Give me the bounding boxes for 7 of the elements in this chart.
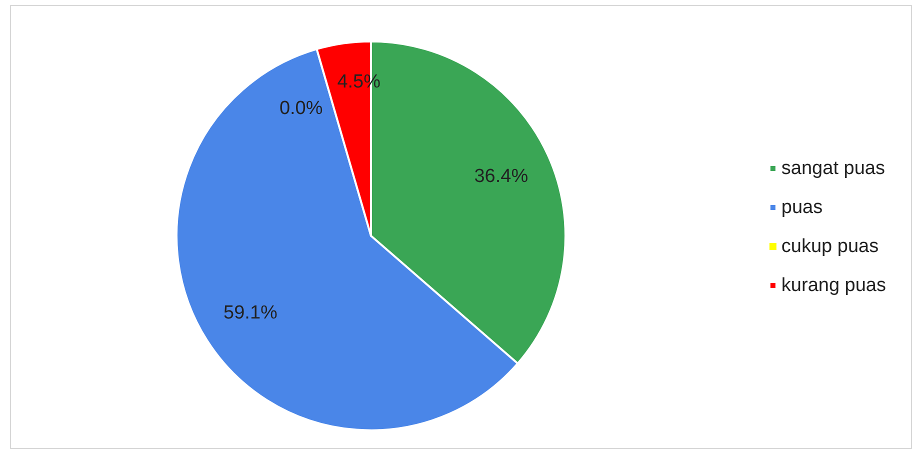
data-label: 36.4% <box>474 166 528 188</box>
legend-label: kurang puas <box>781 275 886 296</box>
legend-label: sangat puas <box>781 158 885 179</box>
legend-label: cukup puas <box>781 236 879 257</box>
legend-label: puas <box>781 197 823 218</box>
text: 0.0% <box>279 98 323 119</box>
data-label: 59.1% <box>224 302 278 324</box>
